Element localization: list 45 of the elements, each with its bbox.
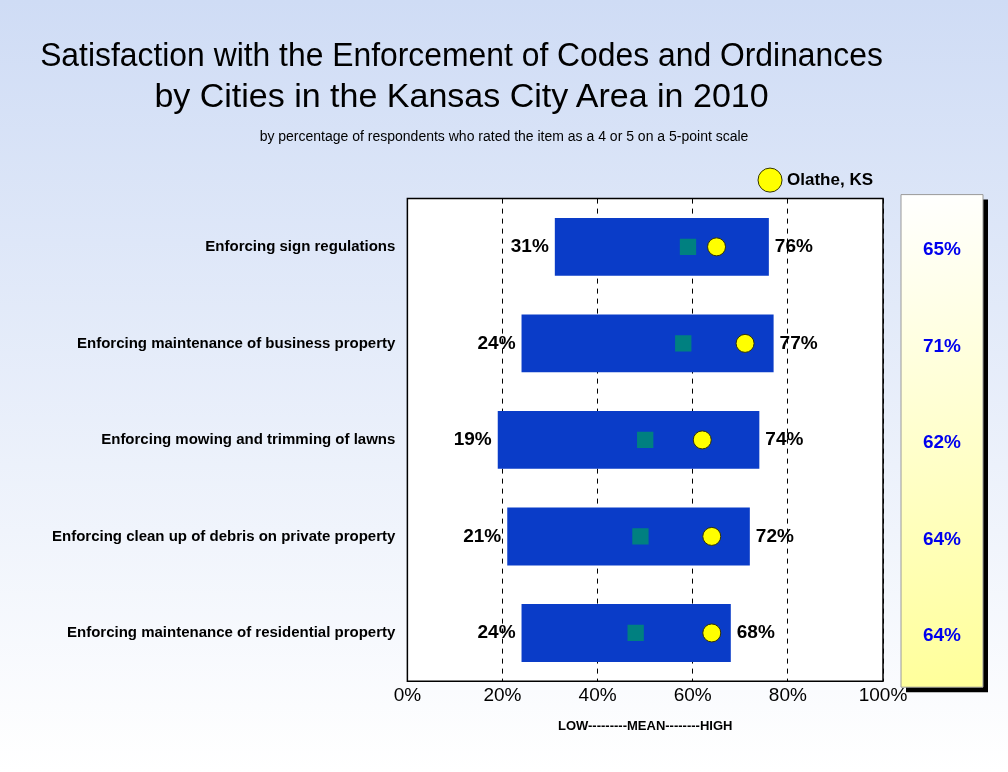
y-tick-label: Enforcing sign regulations <box>205 237 396 254</box>
annotation: 21% <box>463 524 502 546</box>
data-label: 64% <box>922 527 962 549</box>
bar <box>521 314 774 373</box>
annotation: 74% <box>765 428 804 450</box>
x-tick-label: 40% <box>578 683 617 705</box>
point <box>707 237 727 257</box>
annotation: 72% <box>755 524 794 546</box>
bar <box>497 410 760 469</box>
point <box>632 528 649 545</box>
bar <box>554 217 769 276</box>
x-tick-label: 80% <box>768 683 807 705</box>
x-tick-label: 0% <box>393 683 422 705</box>
chart-subtitle: by percentage of respondents who rated the item as a 4 or 5 on a 5-point scale <box>258 128 750 144</box>
y-tick-label: Enforcing mowing and trimming of lawns <box>101 430 396 448</box>
annotation: 24% <box>477 621 516 643</box>
annotation: 68% <box>736 621 775 643</box>
point <box>675 335 692 352</box>
annotation: 19% <box>453 428 492 450</box>
annotation: 76% <box>774 235 813 257</box>
data-label: 62% <box>922 431 962 453</box>
chart-title: Satisfaction with the Enforcement of Codes and Ordinances by Cities in the Kansas City Area in 2010 <box>40 34 883 114</box>
data-label: 65% <box>922 238 962 260</box>
y-tick-label: Enforcing maintenance of residential property <box>66 623 397 641</box>
point <box>692 430 712 450</box>
point <box>679 238 697 256</box>
x-tick-label: 60% <box>673 683 712 705</box>
y-tick-label: Enforcing clean up of debris on private property <box>51 526 397 544</box>
data-label: 64% <box>922 624 962 646</box>
point <box>627 624 644 642</box>
x-tick-label: 100% <box>858 683 908 705</box>
point <box>637 431 654 449</box>
bar <box>521 603 731 662</box>
legend-label: Olathe, KS <box>787 169 874 189</box>
annotation: 77% <box>779 331 818 353</box>
point <box>735 333 755 353</box>
bar <box>507 507 750 566</box>
point <box>702 526 722 546</box>
data-label: 71% <box>922 334 962 356</box>
x-axis-title: LOW---------MEAN--------HIGH <box>557 717 733 733</box>
annotation: 24% <box>477 331 516 353</box>
x-tick-label: 20% <box>483 683 522 705</box>
y-tick-label: Enforcing maintenance of business property <box>76 333 397 351</box>
point <box>702 623 722 643</box>
annotation: 31% <box>510 235 549 257</box>
